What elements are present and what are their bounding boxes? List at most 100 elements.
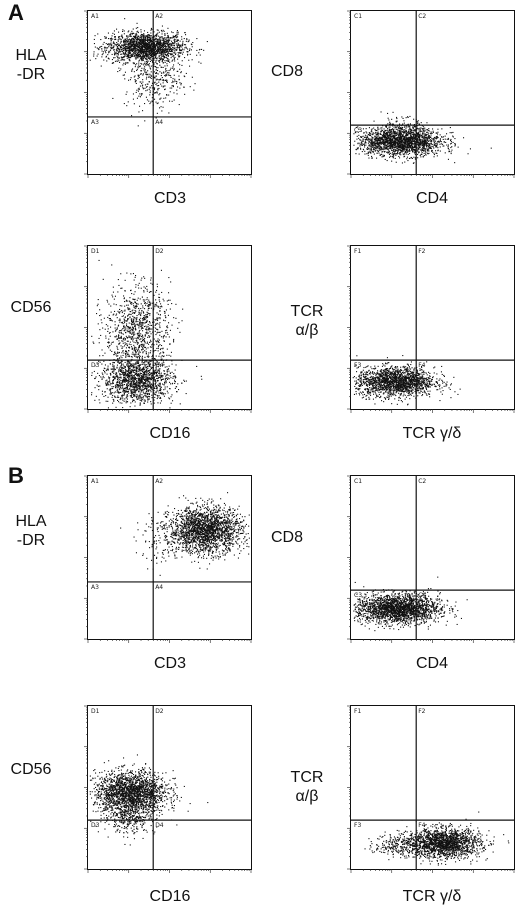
event-dot — [133, 382, 135, 384]
event-dot — [454, 143, 456, 145]
event-dot — [130, 48, 132, 50]
event-dot — [136, 44, 138, 46]
event-dot — [142, 73, 144, 75]
event-dot — [142, 48, 144, 50]
event-dot — [135, 35, 137, 37]
event-dot — [393, 149, 395, 151]
event-dot — [155, 37, 157, 39]
event-dot — [127, 43, 129, 45]
event-dot — [135, 64, 137, 66]
event-dot — [388, 152, 390, 154]
event-dot — [165, 69, 167, 71]
event-dot — [175, 37, 177, 39]
event-dot — [117, 56, 119, 58]
event-dot — [116, 347, 118, 349]
event-dot — [451, 149, 453, 151]
event-dot — [131, 388, 133, 390]
event-dot — [403, 126, 405, 128]
event-dot — [138, 89, 140, 91]
event-dot — [176, 33, 178, 35]
event-dot — [120, 380, 122, 382]
event-dot — [399, 147, 401, 149]
event-dot — [409, 137, 411, 139]
event-dot — [378, 152, 380, 154]
event-dot — [378, 128, 380, 130]
event-dot — [399, 123, 401, 125]
event-dot — [133, 52, 135, 54]
event-dot — [389, 141, 391, 143]
event-dot — [145, 73, 147, 75]
event-dot — [161, 45, 163, 47]
event-dot — [137, 27, 139, 29]
event-dot — [393, 144, 395, 146]
event-dot — [134, 49, 136, 51]
event-dot — [403, 142, 405, 144]
event-dot — [106, 60, 108, 62]
event-dot — [142, 40, 144, 42]
event-dot — [128, 52, 130, 54]
event-dot — [156, 43, 158, 45]
event-dot — [179, 51, 181, 53]
event-dot — [107, 382, 109, 384]
event-dot — [373, 143, 375, 145]
event-dot — [153, 48, 155, 50]
event-dot — [376, 130, 378, 132]
event-dot — [433, 140, 435, 142]
event-dot — [121, 396, 123, 398]
event-dot — [130, 380, 132, 382]
event-dot — [167, 53, 169, 55]
event-dot — [135, 33, 137, 35]
event-dot — [397, 139, 399, 141]
event-dot — [418, 145, 420, 147]
event-dot — [147, 47, 149, 49]
event-dot — [393, 132, 395, 134]
event-dot — [402, 153, 404, 155]
event-dot — [115, 45, 117, 47]
event-dot — [155, 57, 157, 59]
event-dot — [361, 140, 363, 142]
event-dot — [189, 48, 191, 50]
event-dot — [160, 40, 162, 42]
event-dot — [395, 127, 397, 129]
event-dot — [130, 45, 132, 47]
event-dot — [139, 49, 141, 51]
event-dot — [417, 150, 419, 152]
event-dot — [133, 383, 135, 385]
event-dot — [156, 379, 158, 381]
event-dot — [159, 57, 161, 59]
event-dot — [138, 41, 140, 43]
event-dot — [406, 158, 408, 160]
event-dot — [379, 149, 381, 151]
event-dot — [146, 61, 148, 63]
event-dot — [397, 130, 399, 132]
event-dot — [363, 149, 365, 151]
event-dot — [155, 79, 157, 81]
event-dot — [388, 135, 390, 137]
event-dot — [450, 139, 452, 141]
event-dot — [386, 140, 388, 142]
axis-ticks — [84, 10, 252, 178]
event-dot — [132, 39, 134, 41]
event-dot — [157, 370, 159, 372]
event-dot — [107, 54, 109, 56]
event-dot — [165, 46, 167, 48]
event-dot — [376, 157, 378, 159]
event-dot — [414, 150, 416, 152]
event-dot — [119, 361, 121, 363]
event-dot — [170, 76, 172, 78]
event-dot — [145, 57, 147, 59]
event-dot — [392, 146, 394, 148]
event-dot — [119, 376, 121, 378]
event-dot — [151, 43, 153, 45]
event-dot — [404, 141, 406, 143]
event-dot — [188, 40, 190, 42]
event-dot — [128, 42, 130, 44]
event-dot — [375, 135, 377, 137]
event-dot — [109, 388, 111, 390]
event-dot — [110, 38, 112, 40]
event-dot — [394, 130, 396, 132]
event-dot — [384, 136, 386, 138]
event-dot — [169, 61, 171, 63]
event-dot — [170, 50, 172, 52]
event-dot — [125, 42, 127, 44]
